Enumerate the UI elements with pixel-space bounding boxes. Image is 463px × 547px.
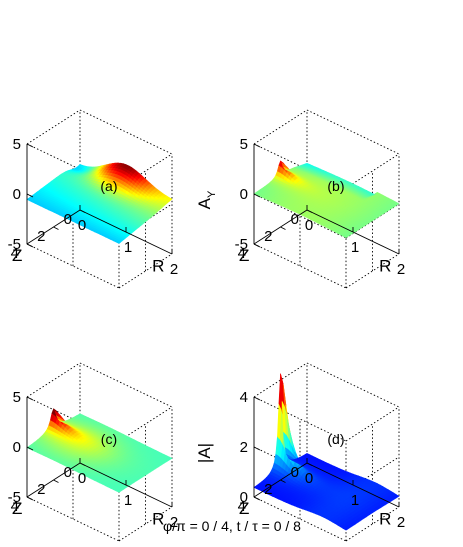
panel-label: (a) xyxy=(100,178,117,194)
value-tick-label: 5 xyxy=(13,136,21,153)
panel-label: (d) xyxy=(327,431,344,447)
r-tick-label: 2 xyxy=(170,261,178,278)
box-top-edge xyxy=(26,109,81,145)
r-axis-label: R xyxy=(379,257,391,276)
surface-mesh xyxy=(26,162,173,244)
value-tick xyxy=(26,396,34,401)
z-axis-label: Z xyxy=(12,499,22,518)
box-top-edge xyxy=(26,362,81,398)
panel-label: (c) xyxy=(101,431,117,447)
z-tick-label: 2 xyxy=(264,481,272,498)
r-axis-label: R xyxy=(152,257,164,276)
panel-label: (b) xyxy=(327,178,344,194)
grid-line xyxy=(118,203,173,239)
r-tick-label: 2 xyxy=(397,261,405,278)
z-tick xyxy=(253,496,260,500)
z-tick-label: 0 xyxy=(64,464,72,481)
z-tick xyxy=(26,243,33,247)
surface-mesh xyxy=(253,160,400,239)
r-tick-label: 2 xyxy=(397,514,405,531)
surface-mesh xyxy=(253,373,400,531)
z-tick xyxy=(79,209,86,213)
value-tick-label: 5 xyxy=(13,389,21,406)
surface-panel-1: 50-5420012RZAX(a) xyxy=(8,109,178,289)
z-tick xyxy=(280,226,286,230)
box-top-edge xyxy=(306,109,400,155)
z-tick-label: 4 xyxy=(11,245,19,262)
box-top-edge xyxy=(79,362,173,408)
z-axis-label: Z xyxy=(12,246,22,265)
value-tick-label: 0 xyxy=(13,439,21,456)
box-top-edge xyxy=(306,362,400,408)
surface-cell xyxy=(167,197,173,201)
box-top-edge xyxy=(79,109,173,155)
value-tick-label: 5 xyxy=(240,136,248,153)
box-top-edge xyxy=(345,153,400,189)
value-axis-label-subscript: Y xyxy=(206,190,218,198)
value-tick-label: 0 xyxy=(13,186,21,203)
value-tick xyxy=(253,396,261,401)
z-tick-label: 2 xyxy=(264,228,272,245)
box-floor-edge xyxy=(118,253,173,289)
box-floor-edge xyxy=(345,253,400,289)
value-tick-label: 2 xyxy=(240,439,248,456)
z-tick-label: 2 xyxy=(37,228,45,245)
surface-panel-3: 50-5420012RZAZ(c) xyxy=(8,362,178,542)
z-tick-label: 2 xyxy=(37,481,45,498)
r-tick-label: 1 xyxy=(351,492,359,509)
r-tick-label: 1 xyxy=(124,492,132,509)
z-tick xyxy=(53,479,59,483)
value-tick-label: 0 xyxy=(240,186,248,203)
z-axis-label: Z xyxy=(239,246,249,265)
value-tick-label: 4 xyxy=(240,389,248,406)
z-tick-label: 0 xyxy=(64,211,72,228)
r-tick-label: 1 xyxy=(124,239,132,256)
value-tick xyxy=(26,143,34,148)
z-tick-label: 0 xyxy=(291,211,299,228)
z-axis-label: Z xyxy=(239,499,249,518)
r-tick-label: 0 xyxy=(305,470,313,487)
figure-caption: φ/π = 0 / 4, t / τ = 0 / 8 xyxy=(163,518,301,534)
surface-mesh xyxy=(26,408,173,493)
value-tick xyxy=(26,193,34,198)
value-axis-label: AY xyxy=(195,190,218,209)
r-tick-label: 1 xyxy=(351,239,359,256)
value-tick xyxy=(253,143,261,148)
box-top-edge xyxy=(253,109,308,145)
z-tick xyxy=(26,496,33,500)
r-tick-label: 0 xyxy=(305,217,313,234)
z-tick xyxy=(253,243,260,247)
z-tick-label: 0 xyxy=(291,464,299,481)
r-tick-label: 0 xyxy=(78,217,86,234)
grid-line xyxy=(345,203,400,239)
r-tick-label: 0 xyxy=(78,470,86,487)
value-tick-label: -5 xyxy=(8,236,21,253)
value-tick xyxy=(253,446,261,451)
value-axis-label: |A| xyxy=(195,443,214,463)
z-tick xyxy=(53,226,59,230)
r-axis-label: R xyxy=(379,510,391,529)
box-top-edge xyxy=(118,153,173,189)
